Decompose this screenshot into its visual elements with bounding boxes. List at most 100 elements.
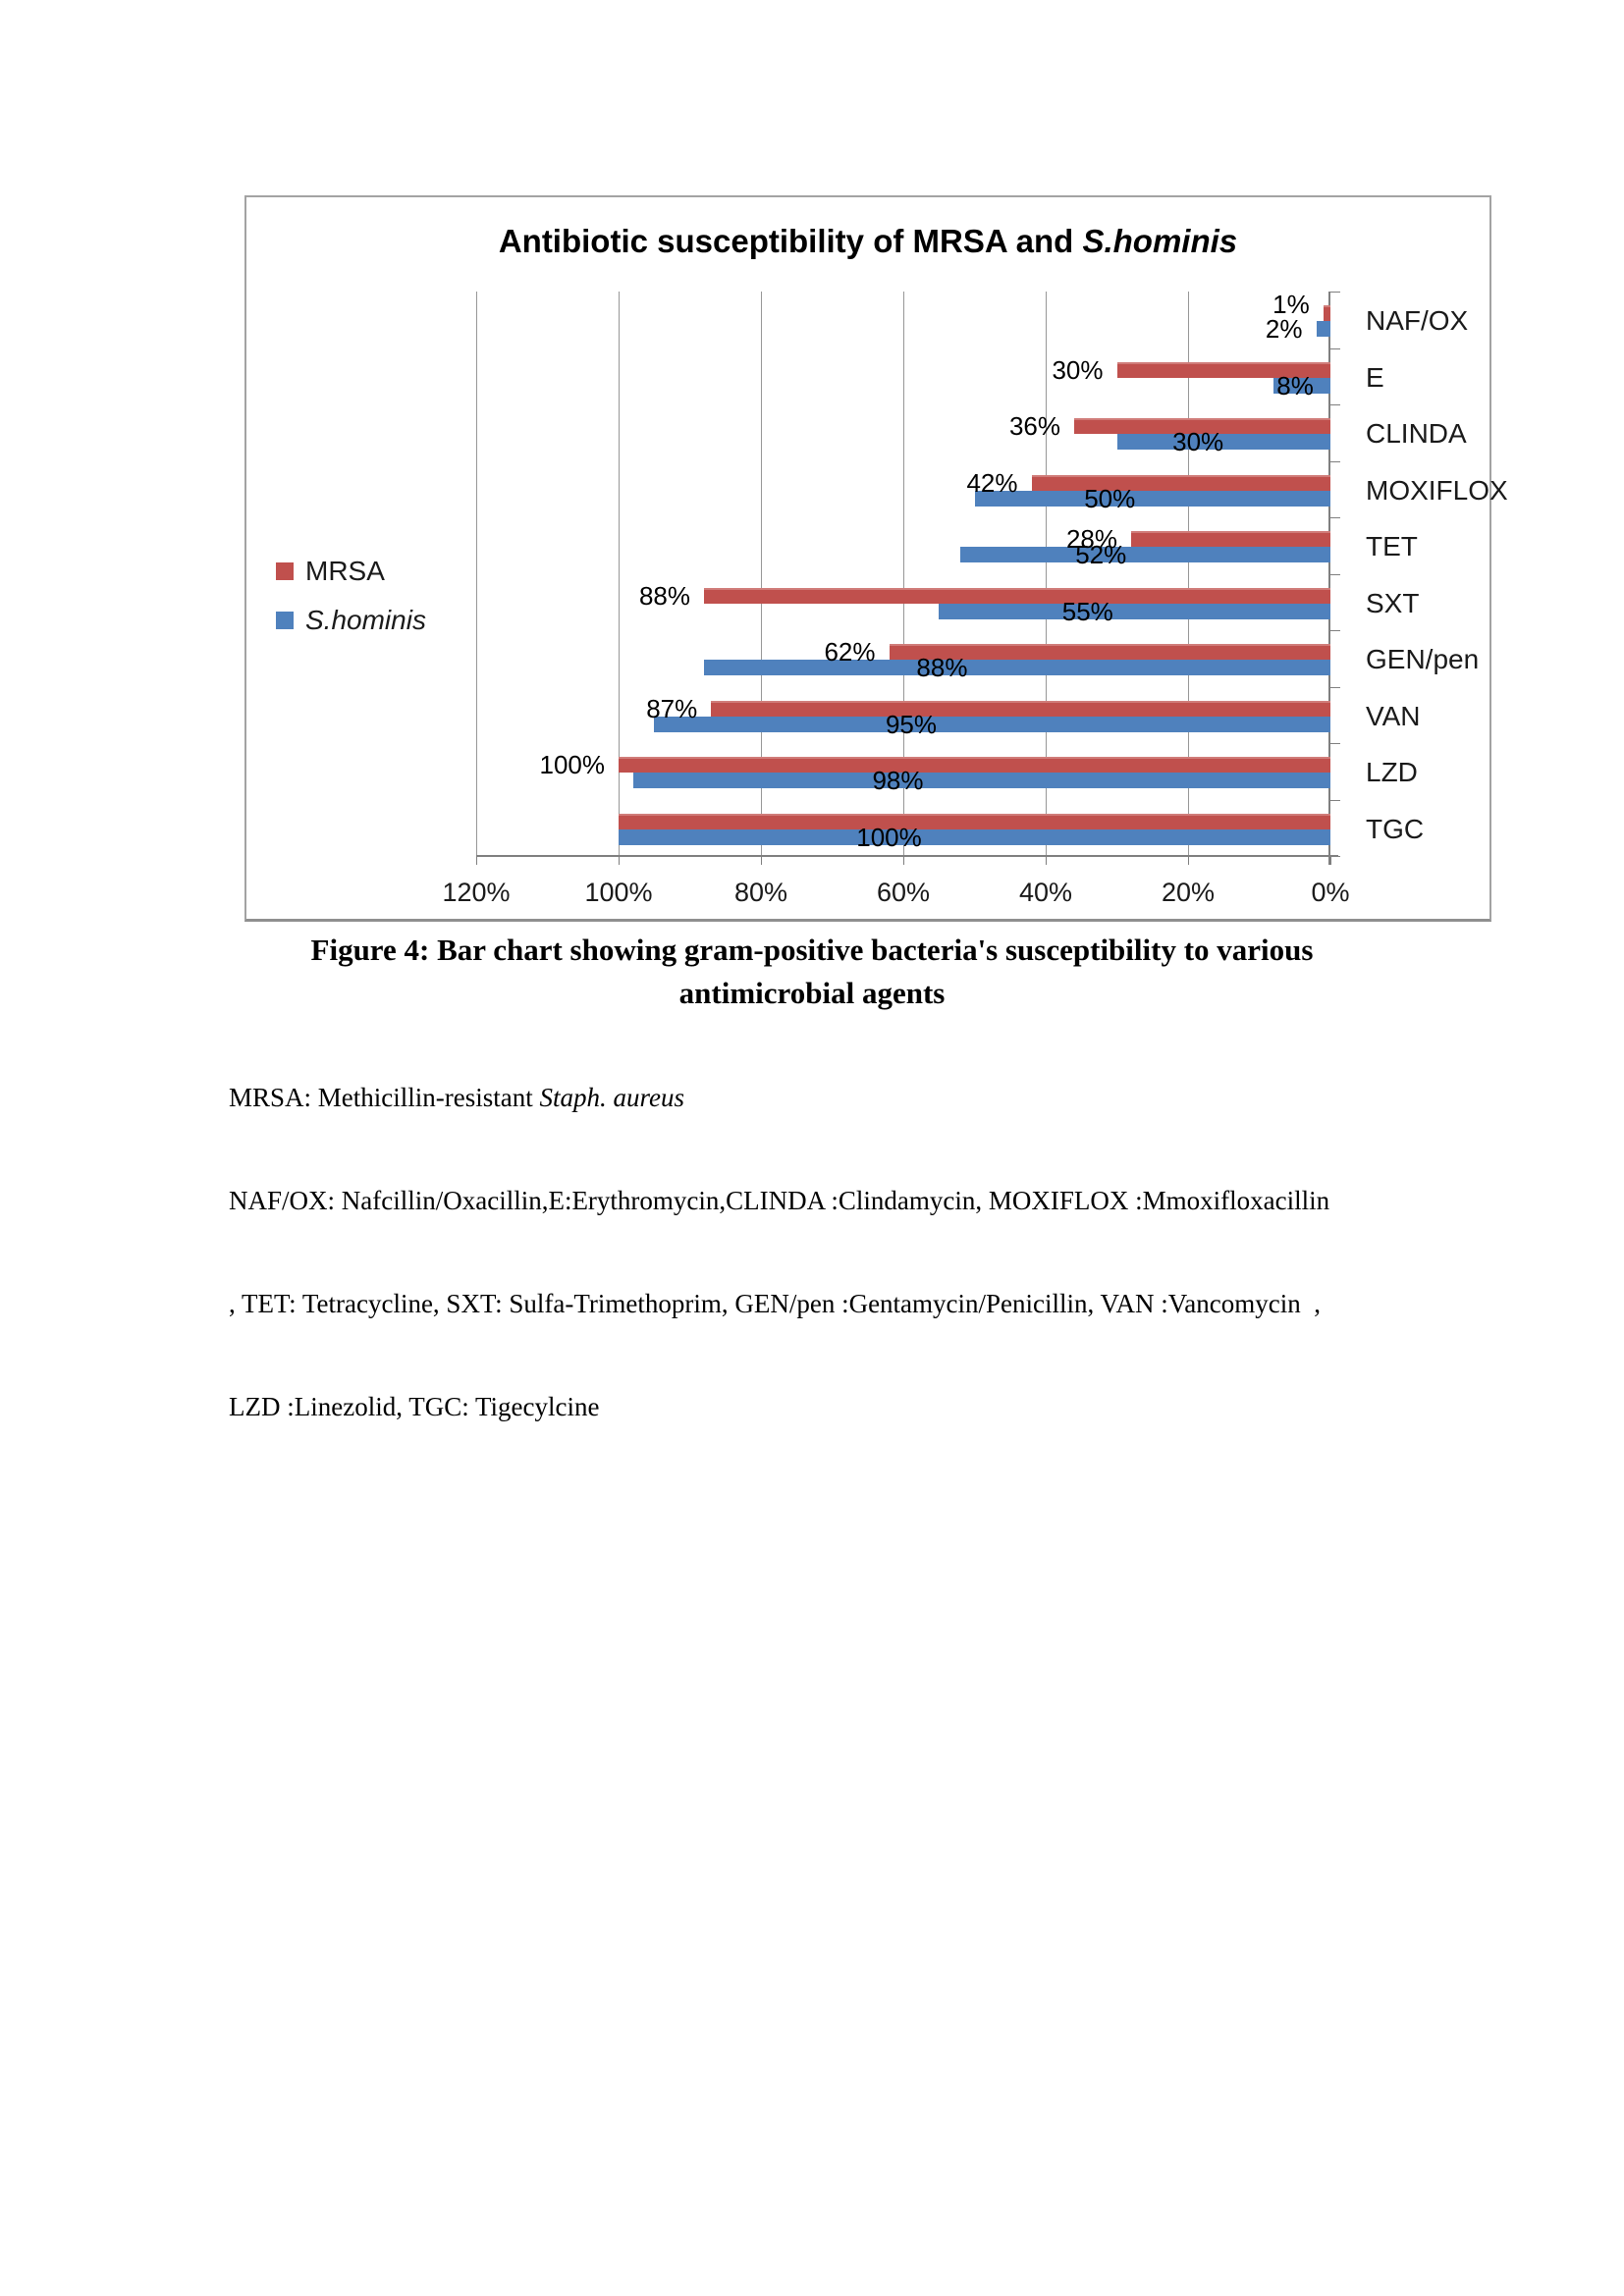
value-label-mrsa-6: 62% bbox=[824, 637, 876, 667]
bar-shominis-5 bbox=[939, 603, 1330, 619]
legend-item-mrsa: MRSA bbox=[276, 556, 385, 586]
bar-sheen bbox=[889, 644, 1330, 646]
bar-shominis-7 bbox=[654, 716, 1330, 732]
bar-mrsa-9 bbox=[619, 813, 1330, 829]
footnote-line1-italic: Staph. aureus bbox=[539, 1083, 685, 1112]
category-axis-tick bbox=[1046, 856, 1047, 865]
bar-shominis-6 bbox=[704, 660, 1330, 675]
gridline-60 bbox=[903, 292, 904, 856]
value-label-mrsa-0: 1% bbox=[1272, 290, 1310, 319]
value-label-shominis-0: 2% bbox=[1265, 314, 1303, 344]
bar-mrsa-3 bbox=[1031, 474, 1330, 491]
category-axis-tick bbox=[619, 856, 620, 865]
x-tick-label-20: 20% bbox=[1161, 878, 1216, 907]
category-axis-tick bbox=[903, 856, 904, 865]
chart-title-text: Antibiotic susceptibility of MRSA and bbox=[498, 223, 1083, 259]
bar-mrsa-8 bbox=[619, 757, 1330, 773]
bar-mrsa-0 bbox=[1323, 305, 1330, 321]
chart-title-italic-text: S.hominis bbox=[1082, 223, 1238, 259]
value-label-shominis-1: 8% bbox=[1276, 370, 1314, 400]
legend-swatch-shominis bbox=[276, 612, 294, 629]
gridline-20 bbox=[1188, 292, 1189, 856]
x-tick-label-80: 80% bbox=[733, 878, 788, 907]
footnote-line2: NAF/OX: Nafcillin/Oxacillin,E:Erythromyc… bbox=[229, 1186, 1330, 1215]
value-label-mrsa-1: 30% bbox=[1052, 354, 1104, 385]
bar-mrsa-2 bbox=[1074, 418, 1330, 434]
value-axis-tick bbox=[1330, 686, 1340, 688]
gridline-100 bbox=[619, 292, 620, 856]
value-label-shominis-6: 88% bbox=[916, 653, 968, 682]
category-label-clinda: CLINDA bbox=[1366, 418, 1467, 449]
value-label-mrsa-8: 100% bbox=[539, 750, 606, 779]
value-label-shominis-3: 50% bbox=[1084, 483, 1136, 513]
gridline-40 bbox=[1046, 292, 1047, 856]
bar-mrsa-1 bbox=[1116, 361, 1330, 378]
value-axis-line bbox=[1328, 292, 1330, 865]
footnote-line4: LZD :Linezolid, TGC: Tigecylcine bbox=[229, 1392, 600, 1421]
value-label-shominis-8: 98% bbox=[872, 766, 924, 795]
category-label-sxt: SXT bbox=[1366, 587, 1420, 618]
category-label-tgc: TGC bbox=[1366, 813, 1425, 844]
category-axis-line bbox=[476, 855, 1338, 857]
bar-shominis-0 bbox=[1316, 321, 1330, 337]
category-label-lzd: LZD bbox=[1366, 757, 1418, 787]
bar-sheen bbox=[704, 587, 1330, 590]
plot-area: 120% 100% 80% 60% 40% 20% 0% 1% 2% NAF/OX 30% 8% E 36… bbox=[442, 290, 1508, 907]
bar-sheen bbox=[619, 813, 1330, 816]
value-label-mrsa-2: 36% bbox=[1008, 411, 1060, 441]
legend-swatch-mrsa bbox=[276, 562, 294, 580]
category-label-e: E bbox=[1366, 361, 1384, 393]
value-label-mrsa-3: 42% bbox=[966, 467, 1018, 498]
bar-mrsa-5 bbox=[704, 587, 1330, 604]
x-tick-label-100: 100% bbox=[584, 878, 653, 907]
value-label-shominis-9: 100% bbox=[856, 822, 922, 852]
category-axis-tick bbox=[1188, 856, 1189, 865]
bar-mrsa-7 bbox=[711, 700, 1330, 717]
category-label-gen-pen: GEN/pen bbox=[1366, 644, 1480, 674]
bar-mrsa-4 bbox=[1131, 531, 1330, 547]
category-axis-tick bbox=[1330, 856, 1331, 865]
x-tick-label-60: 60% bbox=[876, 878, 931, 907]
category-label-moxiflox: MOXIFLOX bbox=[1366, 474, 1508, 506]
value-label-mrsa-7: 87% bbox=[646, 693, 698, 723]
value-label-mrsa-5: 88% bbox=[638, 580, 690, 611]
category-axis-tick bbox=[476, 856, 477, 865]
category-label-naf-ox: NAF/OX bbox=[1366, 305, 1469, 336]
value-axis-tick bbox=[1330, 404, 1340, 405]
bar-mrsa-6 bbox=[889, 644, 1330, 660]
bar-sheen bbox=[1116, 361, 1330, 364]
bar-shominis-8 bbox=[632, 773, 1330, 788]
bar-shominis-9 bbox=[619, 828, 1330, 845]
value-label-shominis-4: 52% bbox=[1075, 540, 1127, 569]
footnote-line1-regular: MRSA: Methicillin-resistant bbox=[229, 1083, 540, 1112]
bar-sheen bbox=[711, 700, 1330, 703]
gridline-120 bbox=[476, 292, 477, 856]
value-axis-tick bbox=[1330, 743, 1340, 744]
legend-label-mrsa: MRSA bbox=[305, 556, 385, 586]
x-tick-label-40: 40% bbox=[1018, 878, 1073, 907]
value-axis-tick bbox=[1330, 799, 1340, 801]
category-axis-tick bbox=[761, 856, 762, 865]
category-label-tet: TET bbox=[1366, 531, 1418, 561]
value-label-shominis-5: 55% bbox=[1061, 596, 1113, 626]
value-label-mrsa-4: 28% bbox=[1065, 524, 1117, 554]
legend-label-shominis: S.hominis bbox=[305, 605, 426, 635]
value-axis-tick bbox=[1330, 573, 1340, 575]
footnote-line3: , TET: Tetracycline, SXT: Sulfa-Trimetho… bbox=[229, 1289, 1322, 1318]
bar-sheen bbox=[1323, 305, 1330, 307]
chart-frame: Antibiotic susceptibility of MRSA and S.… bbox=[244, 195, 1508, 922]
value-axis-tick bbox=[1330, 517, 1340, 518]
bar-sheen bbox=[1031, 474, 1330, 477]
bar-shominis-3 bbox=[974, 490, 1330, 507]
figure-caption-line1: Figure 4: Bar chart showing gram-positiv… bbox=[310, 933, 1314, 967]
x-tick-label-120: 120% bbox=[442, 878, 511, 907]
value-axis-tick bbox=[1330, 292, 1340, 293]
category-label-van: VAN bbox=[1366, 700, 1421, 731]
bar-sheen bbox=[1074, 418, 1330, 420]
bar-shominis-2 bbox=[1116, 434, 1330, 450]
gridline-80 bbox=[761, 292, 762, 856]
footnote-line1: MRSA: Methicillin-resistant Staph. aureu… bbox=[229, 1081, 1466, 1115]
value-axis-tick bbox=[1330, 347, 1340, 349]
value-label-shominis-2: 30% bbox=[1172, 427, 1224, 456]
